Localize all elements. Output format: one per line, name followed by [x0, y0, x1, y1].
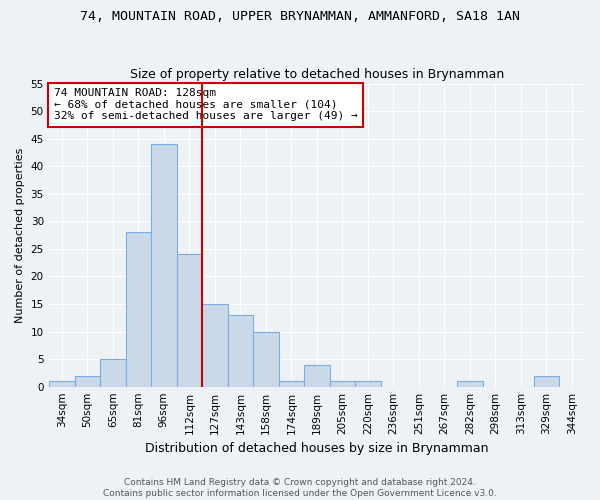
Bar: [126, 232, 151, 386]
Bar: [177, 254, 202, 386]
Text: Contains HM Land Registry data © Crown copyright and database right 2024.
Contai: Contains HM Land Registry data © Crown c…: [103, 478, 497, 498]
Text: 74 MOUNTAIN ROAD: 128sqm
← 68% of detached houses are smaller (104)
32% of semi-: 74 MOUNTAIN ROAD: 128sqm ← 68% of detach…: [54, 88, 358, 122]
Bar: [253, 332, 279, 386]
Bar: [534, 376, 559, 386]
Bar: [75, 376, 100, 386]
Title: Size of property relative to detached houses in Brynamman: Size of property relative to detached ho…: [130, 68, 504, 81]
Bar: [100, 359, 126, 386]
Bar: [202, 304, 228, 386]
Bar: [330, 381, 355, 386]
Bar: [49, 381, 75, 386]
Bar: [304, 364, 330, 386]
Bar: [457, 381, 483, 386]
X-axis label: Distribution of detached houses by size in Brynamman: Distribution of detached houses by size …: [145, 442, 488, 455]
Y-axis label: Number of detached properties: Number of detached properties: [15, 148, 25, 323]
Bar: [279, 381, 304, 386]
Bar: [228, 315, 253, 386]
Bar: [151, 144, 177, 386]
Bar: [355, 381, 381, 386]
Text: 74, MOUNTAIN ROAD, UPPER BRYNAMMAN, AMMANFORD, SA18 1AN: 74, MOUNTAIN ROAD, UPPER BRYNAMMAN, AMMA…: [80, 10, 520, 23]
